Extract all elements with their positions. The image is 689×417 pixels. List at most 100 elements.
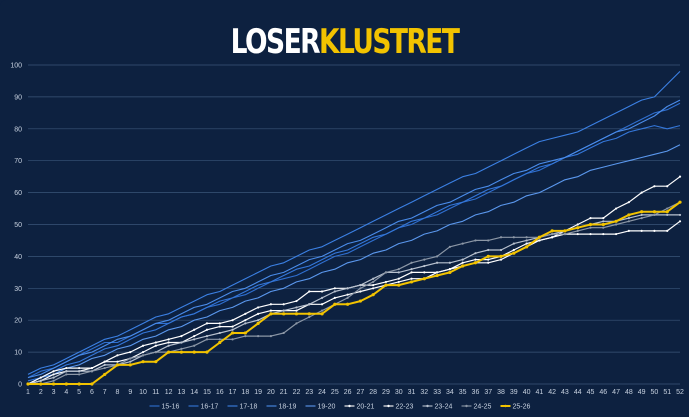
x-tick-label: 30 (395, 389, 403, 396)
data-point-24-25 (551, 232, 554, 236)
series-line-23-24 (27, 214, 680, 385)
data-point-24-25 (576, 229, 579, 232)
data-point-22-23 (320, 290, 324, 293)
data-point-25-26 (397, 283, 401, 287)
data-point-24-25 (525, 236, 528, 239)
data-point-25-26 (307, 312, 311, 316)
legend-label: 24-25 (474, 404, 492, 411)
data-point-25-26 (320, 312, 324, 316)
data-point-24-25 (602, 226, 605, 229)
data-point-22-23 (666, 185, 669, 188)
data-point-24-25 (282, 331, 285, 335)
data-point-24-25 (397, 268, 400, 271)
series-line-16-17 (27, 125, 681, 382)
data-point-25-26 (115, 363, 120, 367)
x-tick-label: 1 (26, 389, 30, 396)
data-point-25-26 (358, 299, 362, 303)
x-tick-label: 17 (229, 389, 237, 396)
data-point-23-24 (308, 303, 311, 306)
data-point-24-25 (320, 309, 324, 312)
data-point-25-26 (563, 229, 567, 233)
y-tick-label: 20 (14, 318, 22, 325)
x-tick-label: 52 (676, 389, 684, 396)
data-point-20-21 (333, 296, 336, 299)
data-point-22-23 (231, 319, 234, 322)
data-point-22-23 (372, 284, 375, 287)
data-point-22-23 (614, 207, 618, 210)
data-point-23-24 (282, 309, 285, 312)
data-point-22-23 (218, 322, 221, 325)
data-point-23-24 (640, 213, 643, 217)
data-point-25-26 (384, 283, 388, 287)
x-tick-label: 28 (369, 389, 377, 396)
data-point-24-25 (474, 239, 477, 242)
x-tick-label: 12 (165, 389, 173, 396)
data-point-23-24 (180, 341, 183, 344)
data-point-25-26 (51, 382, 56, 386)
data-point-23-24 (231, 328, 234, 331)
x-tick-label: 47 (612, 389, 620, 396)
data-point-22-23 (295, 299, 298, 303)
data-point-24-25 (384, 271, 388, 274)
series-line-19-20 (27, 144, 681, 385)
data-point-22-23 (512, 248, 515, 252)
data-point-25-26 (294, 312, 299, 316)
data-point-24-25 (257, 335, 260, 338)
data-point-20-21 (346, 293, 349, 296)
data-point-22-23 (384, 280, 388, 284)
data-point-22-23 (205, 322, 209, 325)
data-point-25-26 (333, 302, 337, 306)
data-point-22-23 (308, 290, 311, 293)
x-tick-label: 45 (587, 389, 595, 396)
data-point-24-25 (103, 366, 106, 370)
data-point-22-23 (193, 328, 196, 331)
x-tick-label: 35 (459, 389, 467, 396)
data-point-20-21 (397, 280, 400, 284)
data-point-23-24 (525, 239, 528, 242)
x-tick-label: 7 (103, 389, 107, 396)
x-tick-label: 19 (254, 389, 262, 396)
x-tick-label: 10 (139, 389, 147, 396)
data-point-20-21 (653, 229, 656, 232)
x-tick-label: 27 (356, 389, 364, 396)
data-point-22-23 (65, 366, 68, 370)
data-point-23-24 (487, 248, 490, 252)
data-point-20-21 (244, 319, 247, 322)
data-point-23-24 (78, 370, 81, 373)
data-point-23-24 (435, 261, 439, 264)
x-tick-label: 33 (433, 389, 441, 396)
x-tick-label: 36 (472, 389, 480, 396)
data-point-24-25 (410, 261, 413, 264)
x-tick-label: 48 (625, 389, 633, 396)
data-point-24-25 (423, 258, 426, 261)
x-tick-label: 42 (548, 389, 556, 396)
data-point-23-24 (474, 252, 477, 255)
data-point-25-26 (435, 273, 439, 278)
chart-title-part1: LOSER (230, 22, 321, 62)
data-point-25-26 (550, 229, 554, 233)
data-point-25-26 (524, 245, 529, 249)
chart-title-part2: KLUSTRET (318, 22, 460, 62)
data-point-20-21 (359, 290, 362, 293)
data-point-20-21 (52, 373, 55, 376)
data-point-24-25 (666, 207, 669, 210)
legend-label: 22-23 (396, 404, 414, 411)
data-point-24-25 (640, 217, 643, 220)
data-point-24-25 (653, 213, 656, 217)
data-point-24-25 (295, 322, 298, 325)
data-point-25-26 (461, 264, 465, 268)
x-tick-label: 4 (64, 389, 68, 396)
data-point-22-23 (602, 217, 605, 220)
data-point-20-21 (372, 287, 375, 290)
data-point-22-23 (269, 303, 273, 306)
data-point-25-26 (230, 331, 235, 335)
data-point-22-23 (678, 175, 682, 178)
y-tick-label: 100 (10, 63, 22, 70)
x-tick-label: 26 (344, 389, 352, 396)
data-point-25-26 (601, 222, 605, 227)
data-point-22-23 (52, 370, 55, 373)
data-point-23-24 (295, 306, 298, 309)
data-point-24-25 (205, 338, 209, 341)
data-point-22-23 (448, 268, 451, 271)
